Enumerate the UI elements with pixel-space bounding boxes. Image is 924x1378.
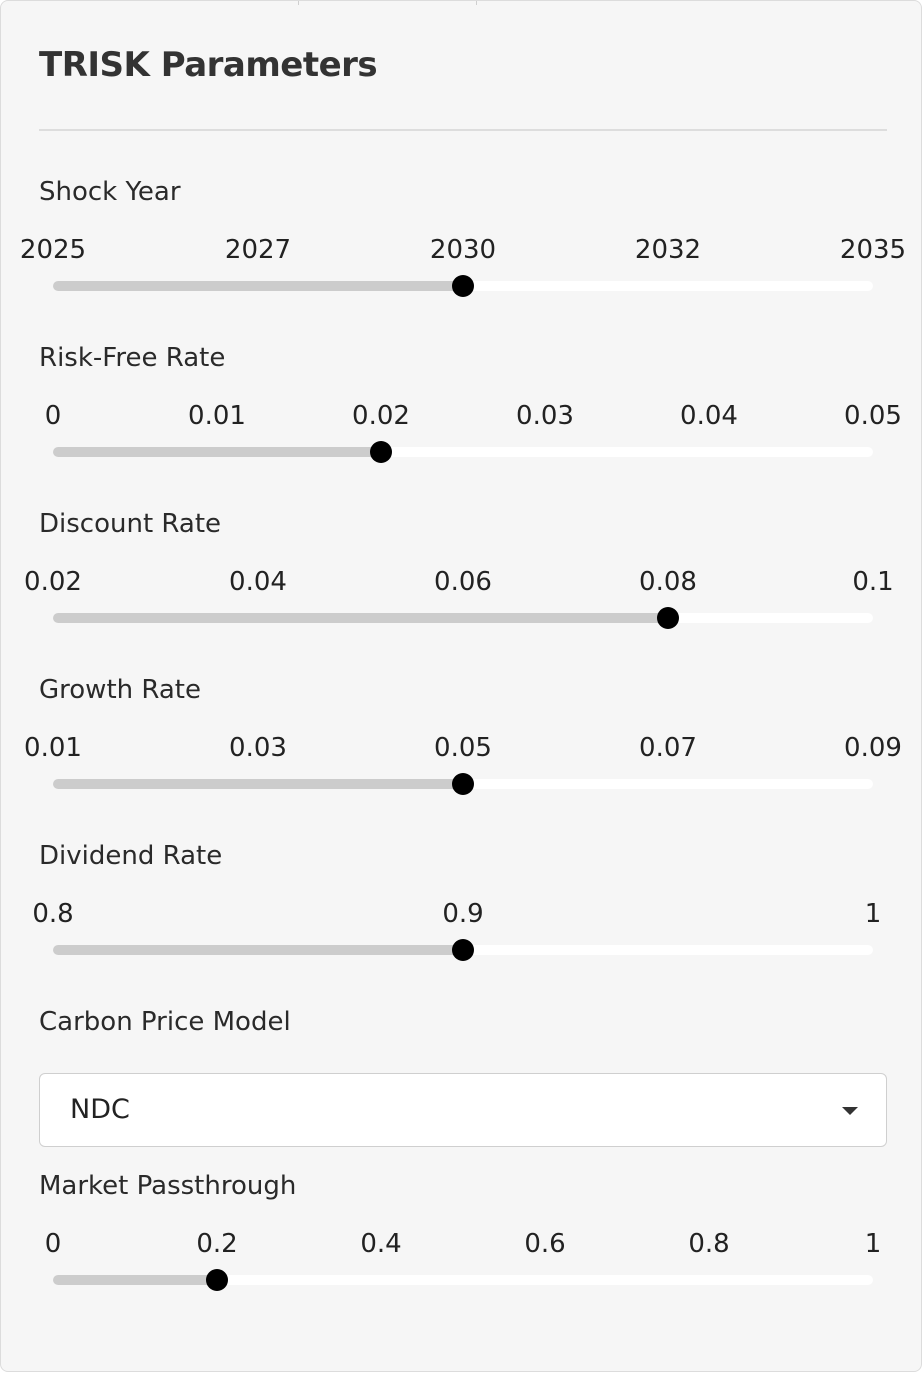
slider-tick-label: 0.01 bbox=[24, 733, 82, 763]
slider-fill bbox=[53, 1275, 217, 1285]
slider-tick-label: 0.08 bbox=[639, 567, 697, 597]
discount-rate-slider[interactable]: 0.02 0.04 0.06 0.08 0.1 bbox=[1, 567, 924, 657]
slider-handle[interactable] bbox=[206, 1269, 228, 1291]
slider-tick-label: 0.04 bbox=[680, 401, 738, 431]
slider-tick-label: 0.8 bbox=[688, 1229, 730, 1259]
slider-tick-label: 0.9 bbox=[442, 899, 484, 929]
slider-track[interactable] bbox=[53, 1275, 873, 1285]
shock-year-slider[interactable]: 2025 2027 2030 2032 2035 bbox=[1, 235, 924, 325]
slider-tick-label: 0.03 bbox=[516, 401, 574, 431]
carbon-price-model-label: Carbon Price Model bbox=[39, 1007, 291, 1037]
slider-tick-label: 0.05 bbox=[434, 733, 492, 763]
discount-rate-label: Discount Rate bbox=[39, 509, 222, 539]
slider-tick-label: 1 bbox=[864, 899, 882, 929]
slider-tick-label: 2025 bbox=[19, 235, 87, 265]
slider-fill bbox=[53, 613, 668, 623]
slider-tick-label: 0 bbox=[44, 401, 62, 431]
slider-tick-label: 0.01 bbox=[188, 401, 246, 431]
market-passthrough-label: Market Passthrough bbox=[39, 1171, 297, 1201]
panel-title: TRISK Parameters bbox=[39, 45, 378, 85]
growth-rate-label: Growth Rate bbox=[39, 675, 201, 705]
slider-handle[interactable] bbox=[452, 773, 474, 795]
slider-tick-label: 0.06 bbox=[434, 567, 492, 597]
carbon-price-model-select[interactable]: NDC bbox=[39, 1073, 887, 1147]
shock-year-label: Shock Year bbox=[39, 177, 181, 207]
slider-tick-label: 0.2 bbox=[196, 1229, 238, 1259]
slider-tick-label: 2035 bbox=[839, 235, 907, 265]
slider-tick-label: 0.6 bbox=[524, 1229, 566, 1259]
slider-tick-label: 2027 bbox=[224, 235, 292, 265]
slider-tick-label: 0.03 bbox=[229, 733, 287, 763]
slider-handle[interactable] bbox=[452, 275, 474, 297]
title-divider bbox=[39, 129, 887, 131]
carbon-price-model-value: NDC bbox=[70, 1094, 130, 1125]
risk-free-rate-slider[interactable]: 0 0.01 0.02 0.03 0.04 0.05 bbox=[1, 401, 924, 491]
slider-fill bbox=[53, 945, 463, 955]
slider-tick-label: 0.05 bbox=[844, 401, 902, 431]
slider-tick-label: 2030 bbox=[429, 235, 497, 265]
dividend-rate-label: Dividend Rate bbox=[39, 841, 223, 871]
panel-top-divider bbox=[476, 1, 477, 5]
slider-tick-label: 2032 bbox=[634, 235, 702, 265]
slider-tick-label: 0.04 bbox=[229, 567, 287, 597]
slider-tick-label: 0.8 bbox=[32, 899, 74, 929]
market-passthrough-slider[interactable]: 0 0.2 0.4 0.6 0.8 1 bbox=[1, 1229, 924, 1319]
growth-rate-slider[interactable]: 0.01 0.03 0.05 0.07 0.09 bbox=[1, 733, 924, 823]
slider-tick-label: 0.4 bbox=[360, 1229, 402, 1259]
slider-fill bbox=[53, 281, 463, 291]
slider-tick-label: 0 bbox=[44, 1229, 62, 1259]
risk-free-rate-label: Risk-Free Rate bbox=[39, 343, 226, 373]
slider-tick-label: 0.02 bbox=[24, 567, 82, 597]
dividend-rate-slider[interactable]: 0.8 0.9 1 bbox=[1, 899, 924, 989]
panel-top-divider bbox=[298, 1, 299, 5]
slider-tick-label: 0.09 bbox=[844, 733, 902, 763]
chevron-down-icon[interactable] bbox=[842, 1107, 858, 1115]
slider-fill bbox=[53, 447, 381, 457]
slider-handle[interactable] bbox=[657, 607, 679, 629]
slider-tick-label: 1 bbox=[864, 1229, 882, 1259]
slider-track[interactable] bbox=[53, 447, 873, 457]
slider-handle[interactable] bbox=[370, 441, 392, 463]
slider-tick-label: 0.07 bbox=[639, 733, 697, 763]
slider-fill bbox=[53, 779, 463, 789]
slider-tick-label: 0.1 bbox=[852, 567, 894, 597]
slider-tick-label: 0.02 bbox=[352, 401, 410, 431]
slider-handle[interactable] bbox=[452, 939, 474, 961]
